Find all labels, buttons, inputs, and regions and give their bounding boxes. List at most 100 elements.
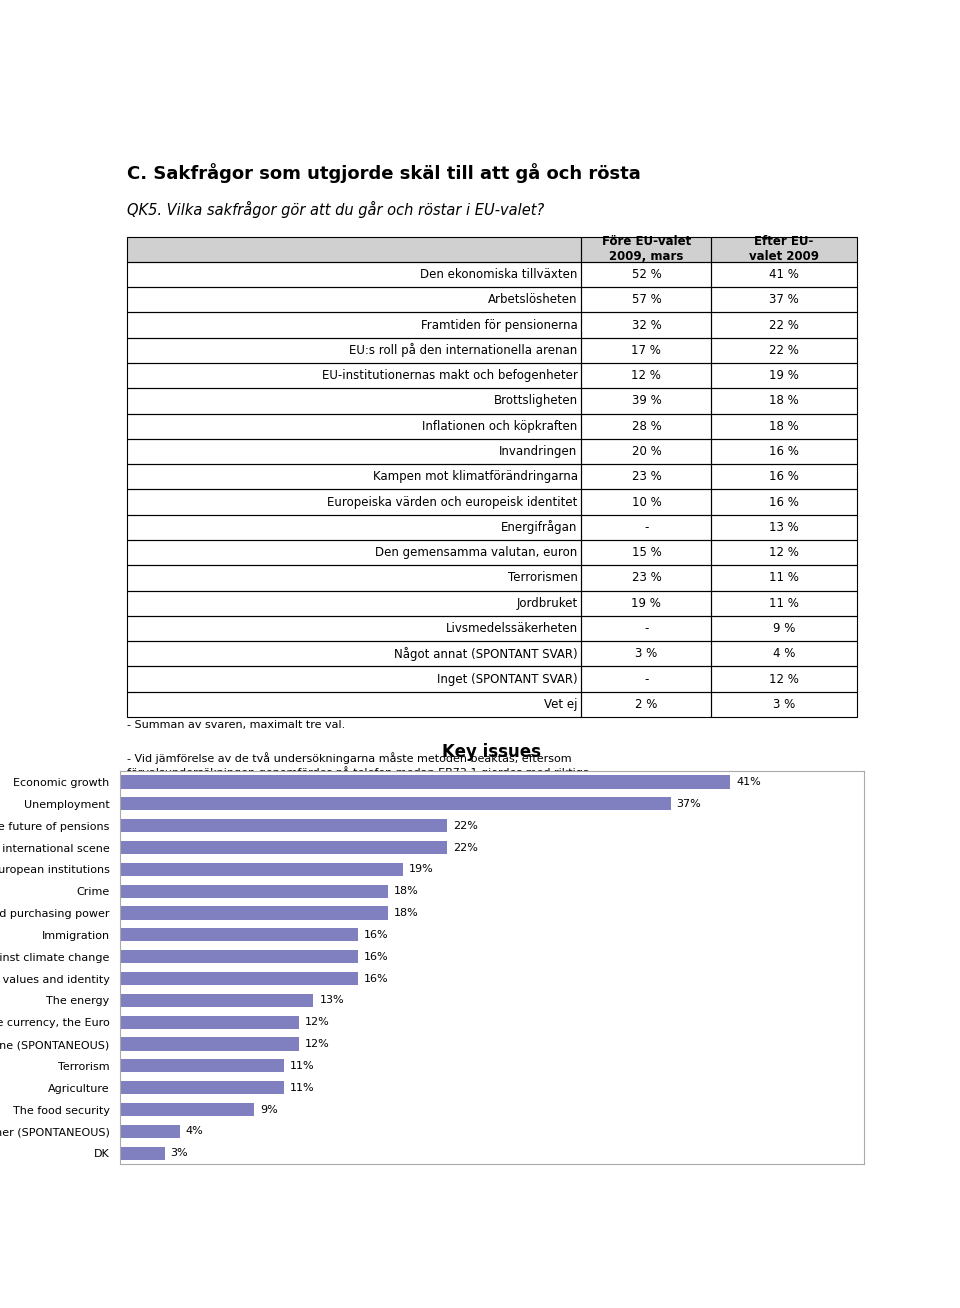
Bar xyxy=(711,565,856,591)
Text: QK5. Vilka sakfrågor gör att du går och röstar i EU-valet?: QK5. Vilka sakfrågor gör att du går och … xyxy=(128,201,544,218)
Title: Key issues: Key issues xyxy=(443,743,541,761)
Bar xyxy=(711,439,856,464)
Text: 22%: 22% xyxy=(453,842,478,853)
Bar xyxy=(128,413,581,439)
Bar xyxy=(581,262,711,288)
Bar xyxy=(120,819,447,832)
Text: 18%: 18% xyxy=(394,887,419,896)
Text: 13%: 13% xyxy=(320,995,344,1006)
Text: 22%: 22% xyxy=(453,820,478,831)
Bar xyxy=(128,565,581,591)
Text: 13 %: 13 % xyxy=(769,521,799,534)
Text: 3 %: 3 % xyxy=(636,647,658,661)
Bar xyxy=(581,565,711,591)
Bar xyxy=(120,1015,299,1028)
Bar xyxy=(120,1082,284,1095)
Text: Jordbruket: Jordbruket xyxy=(516,596,578,610)
Text: 41%: 41% xyxy=(736,777,760,787)
Bar xyxy=(128,237,581,262)
Bar xyxy=(711,641,856,667)
Bar xyxy=(120,1125,180,1138)
Text: 16 %: 16 % xyxy=(769,445,799,458)
Bar xyxy=(128,667,581,692)
Text: - Summan av svaren, maximalt tre val.: - Summan av svaren, maximalt tre val. xyxy=(128,719,346,730)
Bar xyxy=(581,540,711,565)
Bar xyxy=(581,313,711,337)
Bar xyxy=(581,641,711,667)
Text: 52 %: 52 % xyxy=(632,268,661,281)
Text: -: - xyxy=(644,672,649,685)
Text: Inget (SPONTANT SVAR): Inget (SPONTANT SVAR) xyxy=(437,672,578,685)
Bar xyxy=(581,439,711,464)
Text: -: - xyxy=(644,521,649,534)
Text: -: - xyxy=(644,623,649,634)
Bar xyxy=(711,288,856,313)
Bar xyxy=(711,364,856,388)
Bar xyxy=(128,540,581,565)
Bar xyxy=(120,972,358,985)
Bar xyxy=(128,616,581,641)
Text: - Den här frågan ställdes till dem som angivit att de hade röstat i EU-valet.: - Den här frågan ställdes till dem som a… xyxy=(128,820,545,832)
Bar xyxy=(581,489,711,515)
Text: Terrorismen: Terrorismen xyxy=(508,572,578,585)
Text: 12%: 12% xyxy=(304,1039,329,1049)
Text: 41 %: 41 % xyxy=(769,268,799,281)
Bar xyxy=(128,288,581,313)
Bar xyxy=(128,237,581,262)
Text: 3 %: 3 % xyxy=(773,698,795,710)
Text: Invandringen: Invandringen xyxy=(499,445,578,458)
Text: Efter EU-
valet 2009: Efter EU- valet 2009 xyxy=(749,235,819,263)
Bar xyxy=(120,950,358,963)
Bar xyxy=(128,262,581,288)
Bar xyxy=(128,489,581,515)
Bar xyxy=(711,540,856,565)
Bar xyxy=(581,692,711,717)
Text: Före EU-valet
2009, mars: Före EU-valet 2009, mars xyxy=(602,235,691,263)
Bar xyxy=(581,667,711,692)
Bar xyxy=(581,413,711,439)
Text: C. Sakfrågor som utgjorde skäl till att gå och rösta: C. Sakfrågor som utgjorde skäl till att … xyxy=(128,164,641,183)
Bar xyxy=(711,237,856,262)
Bar xyxy=(128,364,581,388)
Text: 4%: 4% xyxy=(185,1126,204,1137)
Text: 19 %: 19 % xyxy=(769,369,799,382)
Text: 19%: 19% xyxy=(409,865,433,874)
Bar xyxy=(581,388,711,413)
Bar xyxy=(581,237,711,262)
Bar xyxy=(711,515,856,540)
Bar xyxy=(711,337,856,364)
Text: EU:s roll på den internationella arenan: EU:s roll på den internationella arenan xyxy=(349,344,578,357)
Bar xyxy=(120,1147,165,1160)
Text: 23 %: 23 % xyxy=(632,572,661,585)
Text: Vet ej: Vet ej xyxy=(544,698,578,710)
Bar xyxy=(711,313,856,337)
Bar xyxy=(120,776,731,789)
Text: EU-institutionernas makt och befogenheter: EU-institutionernas makt och befogenhete… xyxy=(322,369,578,382)
Bar xyxy=(128,388,581,413)
Text: 4 %: 4 % xyxy=(773,647,795,661)
Bar xyxy=(120,929,358,942)
Text: Kampen mot klimatförändringarna: Kampen mot klimatförändringarna xyxy=(372,471,578,483)
Text: Den gemensamma valutan, euron: Den gemensamma valutan, euron xyxy=(375,547,578,559)
Text: 12 %: 12 % xyxy=(769,547,799,559)
Text: 11 %: 11 % xyxy=(769,596,799,610)
Text: 18 %: 18 % xyxy=(769,420,799,433)
Text: 16%: 16% xyxy=(364,952,389,961)
Text: 22 %: 22 % xyxy=(769,319,799,331)
Bar xyxy=(128,313,581,337)
Text: 15 %: 15 % xyxy=(632,547,661,559)
Bar xyxy=(128,337,581,364)
Bar xyxy=(120,1037,299,1050)
Text: 22 %: 22 % xyxy=(769,344,799,357)
Bar xyxy=(711,262,856,288)
Text: 2 %: 2 % xyxy=(636,698,658,710)
Text: Den ekonomiska tillväxten: Den ekonomiska tillväxten xyxy=(420,268,578,281)
Bar xyxy=(581,515,711,540)
Bar xyxy=(711,464,856,489)
Bar xyxy=(128,515,581,540)
Text: Arbetslösheten: Arbetslösheten xyxy=(488,293,578,306)
Text: 11%: 11% xyxy=(290,1061,314,1071)
Bar xyxy=(711,591,856,616)
Text: 18 %: 18 % xyxy=(769,395,799,407)
Bar xyxy=(120,841,447,854)
